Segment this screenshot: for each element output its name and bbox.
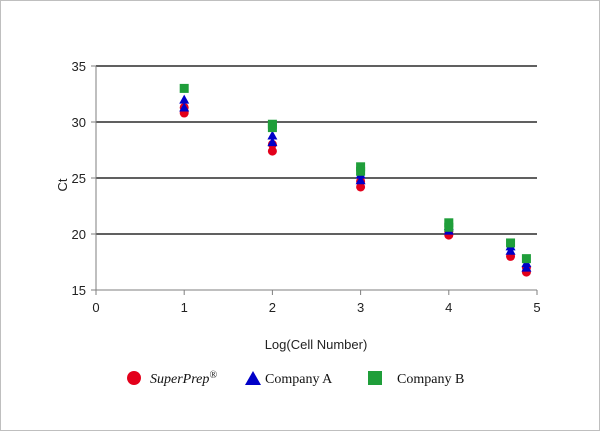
legend-marker-company-b (368, 371, 382, 385)
legend-label-company-b: Company B (397, 372, 464, 387)
y-tick-label-35: 35 (72, 59, 86, 74)
tick-labels: 0 1 2 3 4 5 15 20 25 30 35 (72, 59, 541, 315)
y-tick-label-20: 20 (72, 227, 86, 242)
axes (91, 65, 538, 295)
x-tick-label-3: 3 (357, 300, 364, 315)
x-axis-title: Log(Cell Number) (265, 337, 368, 352)
point-company-a-2 (267, 137, 278, 147)
gridlines (96, 65, 537, 235)
point-company-a-1 (179, 94, 190, 104)
legend-marker-superprep (127, 371, 141, 385)
legend-label-superprep-reg: ® (209, 370, 217, 381)
y-axis-title-text: Ct (55, 178, 70, 191)
x-tick-label-1: 1 (181, 300, 188, 315)
y-axis-title: Ct (55, 178, 70, 191)
point-company-a-4 (355, 175, 366, 185)
data-points (179, 83, 532, 277)
point-company-a-0 (179, 102, 190, 112)
x-tick-label-2: 2 (269, 300, 276, 315)
point-company-b-8 (521, 254, 531, 264)
point-company-b-4 (356, 162, 366, 172)
y-tick-label-30: 30 (72, 115, 86, 130)
y-tick-label-15: 15 (72, 283, 86, 298)
legend-label-superprep: SuperPrep® (150, 370, 217, 387)
x-tick-label-0: 0 (92, 300, 99, 315)
x-tick-label-5: 5 (533, 300, 540, 315)
point-company-b-6 (444, 218, 454, 228)
point-company-b-7 (506, 238, 516, 248)
point-company-b-0 (179, 83, 189, 93)
legend-marker-company-a (245, 371, 261, 385)
legend: SuperPrep® Company A Company B (127, 370, 464, 387)
y-tick-label-25: 25 (72, 171, 86, 186)
x-tick-label-4: 4 (445, 300, 452, 315)
point-superprep-2 (267, 146, 277, 156)
legend-label-company-a: Company A (265, 372, 333, 387)
legend-label-superprep-name: SuperPrep (150, 372, 209, 387)
point-company-a-3 (267, 130, 278, 140)
point-company-b-2 (267, 119, 277, 129)
